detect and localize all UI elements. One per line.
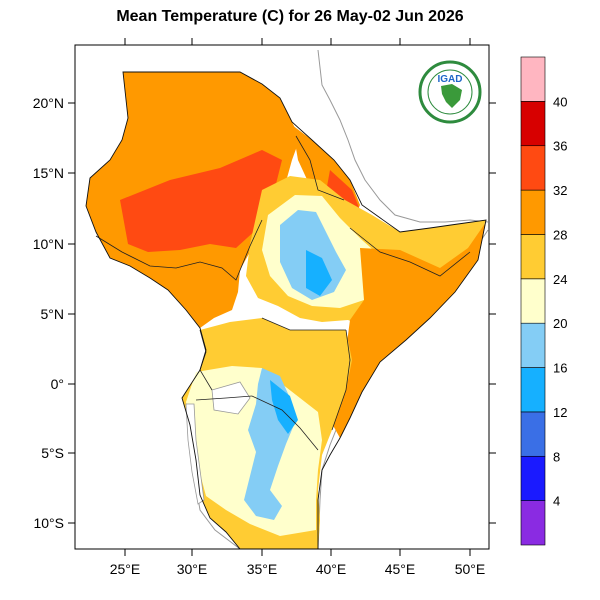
colorbar: 4 8 12 16 20 24 28 32 36 40 — [520, 56, 567, 546]
colorbar-label: 24 — [553, 272, 567, 287]
region-highlands-deep — [306, 250, 332, 296]
igad-logo: IGAD — [418, 60, 482, 124]
colorbar-bin — [520, 56, 546, 102]
colorbar-bin — [520, 455, 546, 501]
colorbar-bin — [520, 367, 546, 413]
land-regions — [86, 72, 486, 549]
region-blue-kenya — [270, 380, 298, 434]
latitude-axis: 20°N 15°N 10°N 5°N 0° 5°S 10°S — [33, 95, 496, 531]
colorbar-label: 12 — [553, 405, 567, 420]
lat-tick-label: 20°N — [33, 95, 64, 111]
border-kenya-somalia — [331, 329, 351, 431]
colorbar-bin — [520, 189, 546, 235]
lon-tick-label: 40°E — [316, 561, 347, 577]
lat-tick-label: 10°S — [33, 515, 64, 531]
region-somalia — [330, 222, 486, 438]
colorbar-bin — [520, 411, 546, 457]
lat-tick-label: 10°N — [33, 236, 64, 252]
logo-text: IGAD — [438, 74, 463, 85]
map-frame — [74, 44, 490, 550]
colorbar-label: 28 — [553, 227, 567, 242]
lat-tick-label: 15°N — [33, 165, 64, 181]
colorbar-label: 4 — [553, 494, 560, 509]
colorbar-label: 40 — [553, 94, 567, 109]
lon-tick-label: 30°E — [177, 561, 208, 577]
border-ethiopia-somalia — [349, 227, 471, 277]
border-ethiopia-kenya — [261, 317, 346, 331]
colorbar-label: 8 — [553, 449, 560, 464]
colorbar-bin — [520, 234, 546, 280]
colorbar-label: 32 — [553, 183, 567, 198]
lat-tick-label: 0° — [51, 376, 64, 392]
colorbar-bin — [520, 278, 546, 324]
lon-tick-label: 35°E — [247, 561, 278, 577]
coastline-red-sea — [317, 49, 489, 223]
border-kenya-tanzania — [251, 395, 319, 451]
region-outline — [85, 71, 487, 549]
colorbar-bin — [520, 145, 546, 191]
lat-tick-label: 5°S — [41, 445, 64, 461]
colorbar-bin — [520, 322, 546, 368]
lon-tick-label: 25°E — [110, 561, 141, 577]
colorbar-bin — [520, 101, 546, 147]
longitude-axis: 25°E 30°E 35°E 40°E 45°E 50°E — [110, 38, 486, 577]
colorbar-label: 16 — [553, 361, 567, 376]
lon-tick-label: 45°E — [385, 561, 416, 577]
border-tanzania-west — [195, 395, 253, 401]
map-title: Mean Temperature (C) for 26 May-02 Jun 2… — [116, 8, 464, 25]
africa-shape-icon — [441, 84, 462, 108]
colorbar-label: 36 — [553, 139, 567, 154]
lat-tick-label: 5°N — [41, 306, 65, 322]
lon-tick-label: 50°E — [455, 561, 486, 577]
border-eritrea — [295, 135, 345, 201]
region-hot-sudan — [120, 150, 282, 252]
border-sudan-south — [95, 219, 263, 281]
colorbar-bin — [520, 500, 546, 546]
colorbar-label: 20 — [553, 316, 567, 331]
